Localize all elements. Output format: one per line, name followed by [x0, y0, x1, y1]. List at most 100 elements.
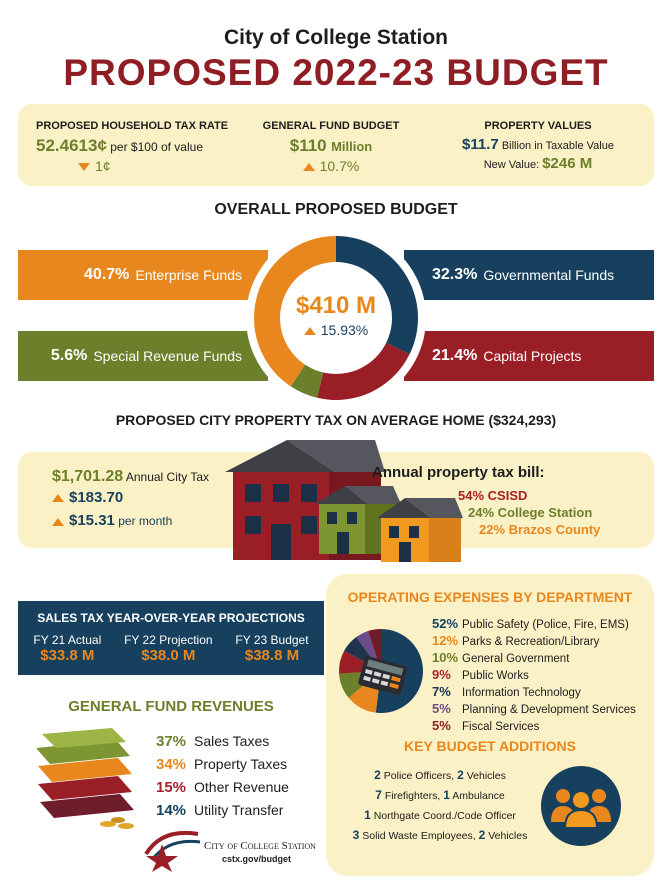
bill-brazos-name: Brazos County: [508, 522, 601, 537]
sales-tax-heading: SALES TAX YEAR-OVER-YEAR PROJECTIONS: [37, 611, 305, 625]
revenue-pct: 37%: [156, 733, 187, 750]
summary-panel: PROPOSED HOUSEHOLD TAX RATE 52.4613¢ per…: [18, 104, 654, 186]
bill-brazos: 22% Brazos County: [479, 522, 600, 537]
tax-rate-change: 1¢: [95, 158, 111, 174]
revenue-item: 15% Other Revenue: [156, 776, 289, 799]
key-addition-row: 2 Police Officers, 2 Vehicles: [340, 766, 540, 786]
bill-csisd-pct: 54%: [458, 488, 485, 503]
houses-illustration-icon: [225, 440, 463, 562]
fy21-label: FY 21 Actual: [33, 633, 102, 647]
key-additions-list: 2 Police Officers, 2 Vehicles 7 Firefigh…: [340, 766, 540, 846]
annual-change: $183.70: [69, 489, 124, 506]
key-additions-heading: KEY BUDGET ADDITIONS: [404, 738, 576, 754]
dept-item: 5% Planning & Development Services: [432, 701, 636, 718]
dept-pct: 5%: [432, 701, 451, 716]
dept-item: 9% Public Works: [432, 667, 636, 684]
capital-projects-bar: 21.4% Capital Projects: [404, 331, 654, 381]
general-fund-value: $110: [289, 136, 327, 155]
general-fund-label: GENERAL FUND BUDGET: [262, 120, 400, 132]
count: 2: [457, 768, 464, 782]
staff-group-icon: [541, 766, 621, 846]
dept-item: 12% Parks & Recreation/Library: [432, 633, 636, 650]
count: 3: [352, 828, 360, 842]
overall-heading: OVERALL PROPOSED BUDGET: [214, 201, 458, 218]
arrow-up-icon: [302, 163, 315, 172]
property-values-value: $11.7: [462, 136, 499, 153]
special-pct: 5.6%: [50, 347, 88, 364]
footer-url[interactable]: cstx.gov/budget: [222, 854, 292, 864]
count: 1: [443, 788, 450, 802]
dept-item: 52% Public Safety (Police, Fire, EMS): [432, 616, 636, 633]
count: 7: [375, 788, 382, 802]
key-addition-row: 3 Solid Waste Employees, 2 Vehicles: [340, 826, 540, 846]
dept-item: 5% Fiscal Services: [432, 718, 636, 735]
dept-label: Public Safety (Police, Fire, EMS): [462, 619, 629, 631]
tax-rate-block: PROPOSED HOUSEHOLD TAX RATE 52.4613¢ per…: [36, 120, 246, 174]
revenues-list: 37% Sales Taxes 34% Property Taxes 15% Othe…: [156, 730, 289, 822]
dept-item: 10% General Government: [432, 650, 636, 667]
count: 1: [364, 808, 371, 822]
revenue-pct: 15%: [156, 779, 187, 796]
dept-pct: 10%: [432, 650, 459, 665]
key-addition-row: 1 Northgate Coord./Code Officer: [340, 806, 540, 826]
fy23-value: $38.8 M: [244, 647, 300, 664]
sales-tax-fy23: FY 23 Budget $38.8 M: [235, 633, 308, 664]
enterprise-pct: 40.7%: [84, 266, 130, 283]
bill-cs-name: College Station: [497, 505, 593, 520]
bill-brazos-pct: 22%: [479, 522, 506, 537]
tax-rate-unit: per $100 of value: [110, 140, 203, 154]
capital-pct: 21.4%: [432, 347, 478, 364]
bill-heading: Annual property tax bill:: [372, 464, 545, 481]
dept-pct: 7%: [432, 684, 451, 699]
general-fund-block: GENERAL FUND BUDGET $110 Million 10.7%: [256, 120, 406, 174]
dept-label: General Government: [462, 653, 570, 665]
dept-pct: 12%: [432, 633, 459, 648]
count: 2: [478, 828, 486, 842]
arrow-up-icon: [303, 327, 316, 336]
bill-csisd-name: CSISD: [487, 488, 528, 503]
donut-center: $410 M 15.93%: [276, 292, 396, 338]
revenue-item: 37% Sales Taxes: [156, 730, 289, 753]
annual-tax-label: Annual City Tax: [125, 470, 210, 484]
item-text: Vehicles: [466, 770, 506, 782]
logo-text: City of College Station: [204, 840, 316, 852]
general-fund-change: 10.7%: [319, 158, 360, 174]
governmental-pct: 32.3%: [432, 266, 478, 283]
arrow-up-icon: [52, 494, 64, 503]
per-month-label: per month: [118, 514, 173, 528]
dept-label: Parks & Recreation/Library: [462, 636, 600, 648]
governmental-funds-bar: 32.3% Governmental Funds: [404, 250, 654, 300]
tax-rate-value: 52.4613¢: [36, 136, 107, 155]
annual-city-tax: $1,701.28 Annual City Tax: [52, 468, 209, 486]
item-text: Northgate Coord./Code Officer: [373, 810, 516, 822]
governmental-label: Governmental Funds: [483, 267, 615, 283]
special-revenue-bar: 5.6% Special Revenue Funds: [18, 331, 268, 381]
property-values-unit: Billion in Taxable Value: [501, 140, 614, 152]
arrow-down-icon: [78, 163, 90, 172]
annual-tax-value: $1,701.28: [52, 468, 124, 485]
revenue-item: 14% Utility Transfer: [156, 799, 289, 822]
revenues-heading: GENERAL FUND REVENUES: [68, 698, 274, 715]
sales-tax-fy21: FY 21 Actual $33.8 M: [33, 633, 101, 664]
item-text: Police Officers,: [383, 770, 455, 782]
total-change: 15.93%: [320, 322, 369, 338]
bill-college-station: 24% College Station: [468, 505, 592, 520]
revenue-pct: 34%: [156, 756, 187, 773]
tax-rate-label: PROPOSED HOUSEHOLD TAX RATE: [36, 120, 229, 132]
header-subtitle: City of College Station: [223, 26, 448, 49]
sales-tax-panel: SALES TAX YEAR-OVER-YEAR PROJECTIONS FY …: [18, 601, 324, 675]
revenue-label: Other Revenue: [194, 779, 289, 795]
item-text: Solid Waste Employees,: [362, 830, 476, 842]
new-value-value: $246 M: [542, 155, 593, 172]
monthly-change: $15.31: [69, 512, 115, 529]
arrow-up-icon: [52, 517, 64, 526]
operating-heading: OPERATING EXPENSES BY DEPARTMENT: [347, 589, 633, 605]
bill-cs-pct: 24%: [468, 505, 495, 520]
dept-pct: 9%: [432, 667, 451, 682]
operating-list: 52% Public Safety (Police, Fire, EMS) 12%…: [432, 616, 636, 735]
fy22-label: FY 22 Projection: [124, 633, 213, 647]
revenue-label: Property Taxes: [194, 756, 288, 772]
revenue-label: Sales Taxes: [194, 733, 270, 749]
item-text: Ambulance: [452, 790, 505, 802]
city-logo-icon: [144, 831, 201, 872]
